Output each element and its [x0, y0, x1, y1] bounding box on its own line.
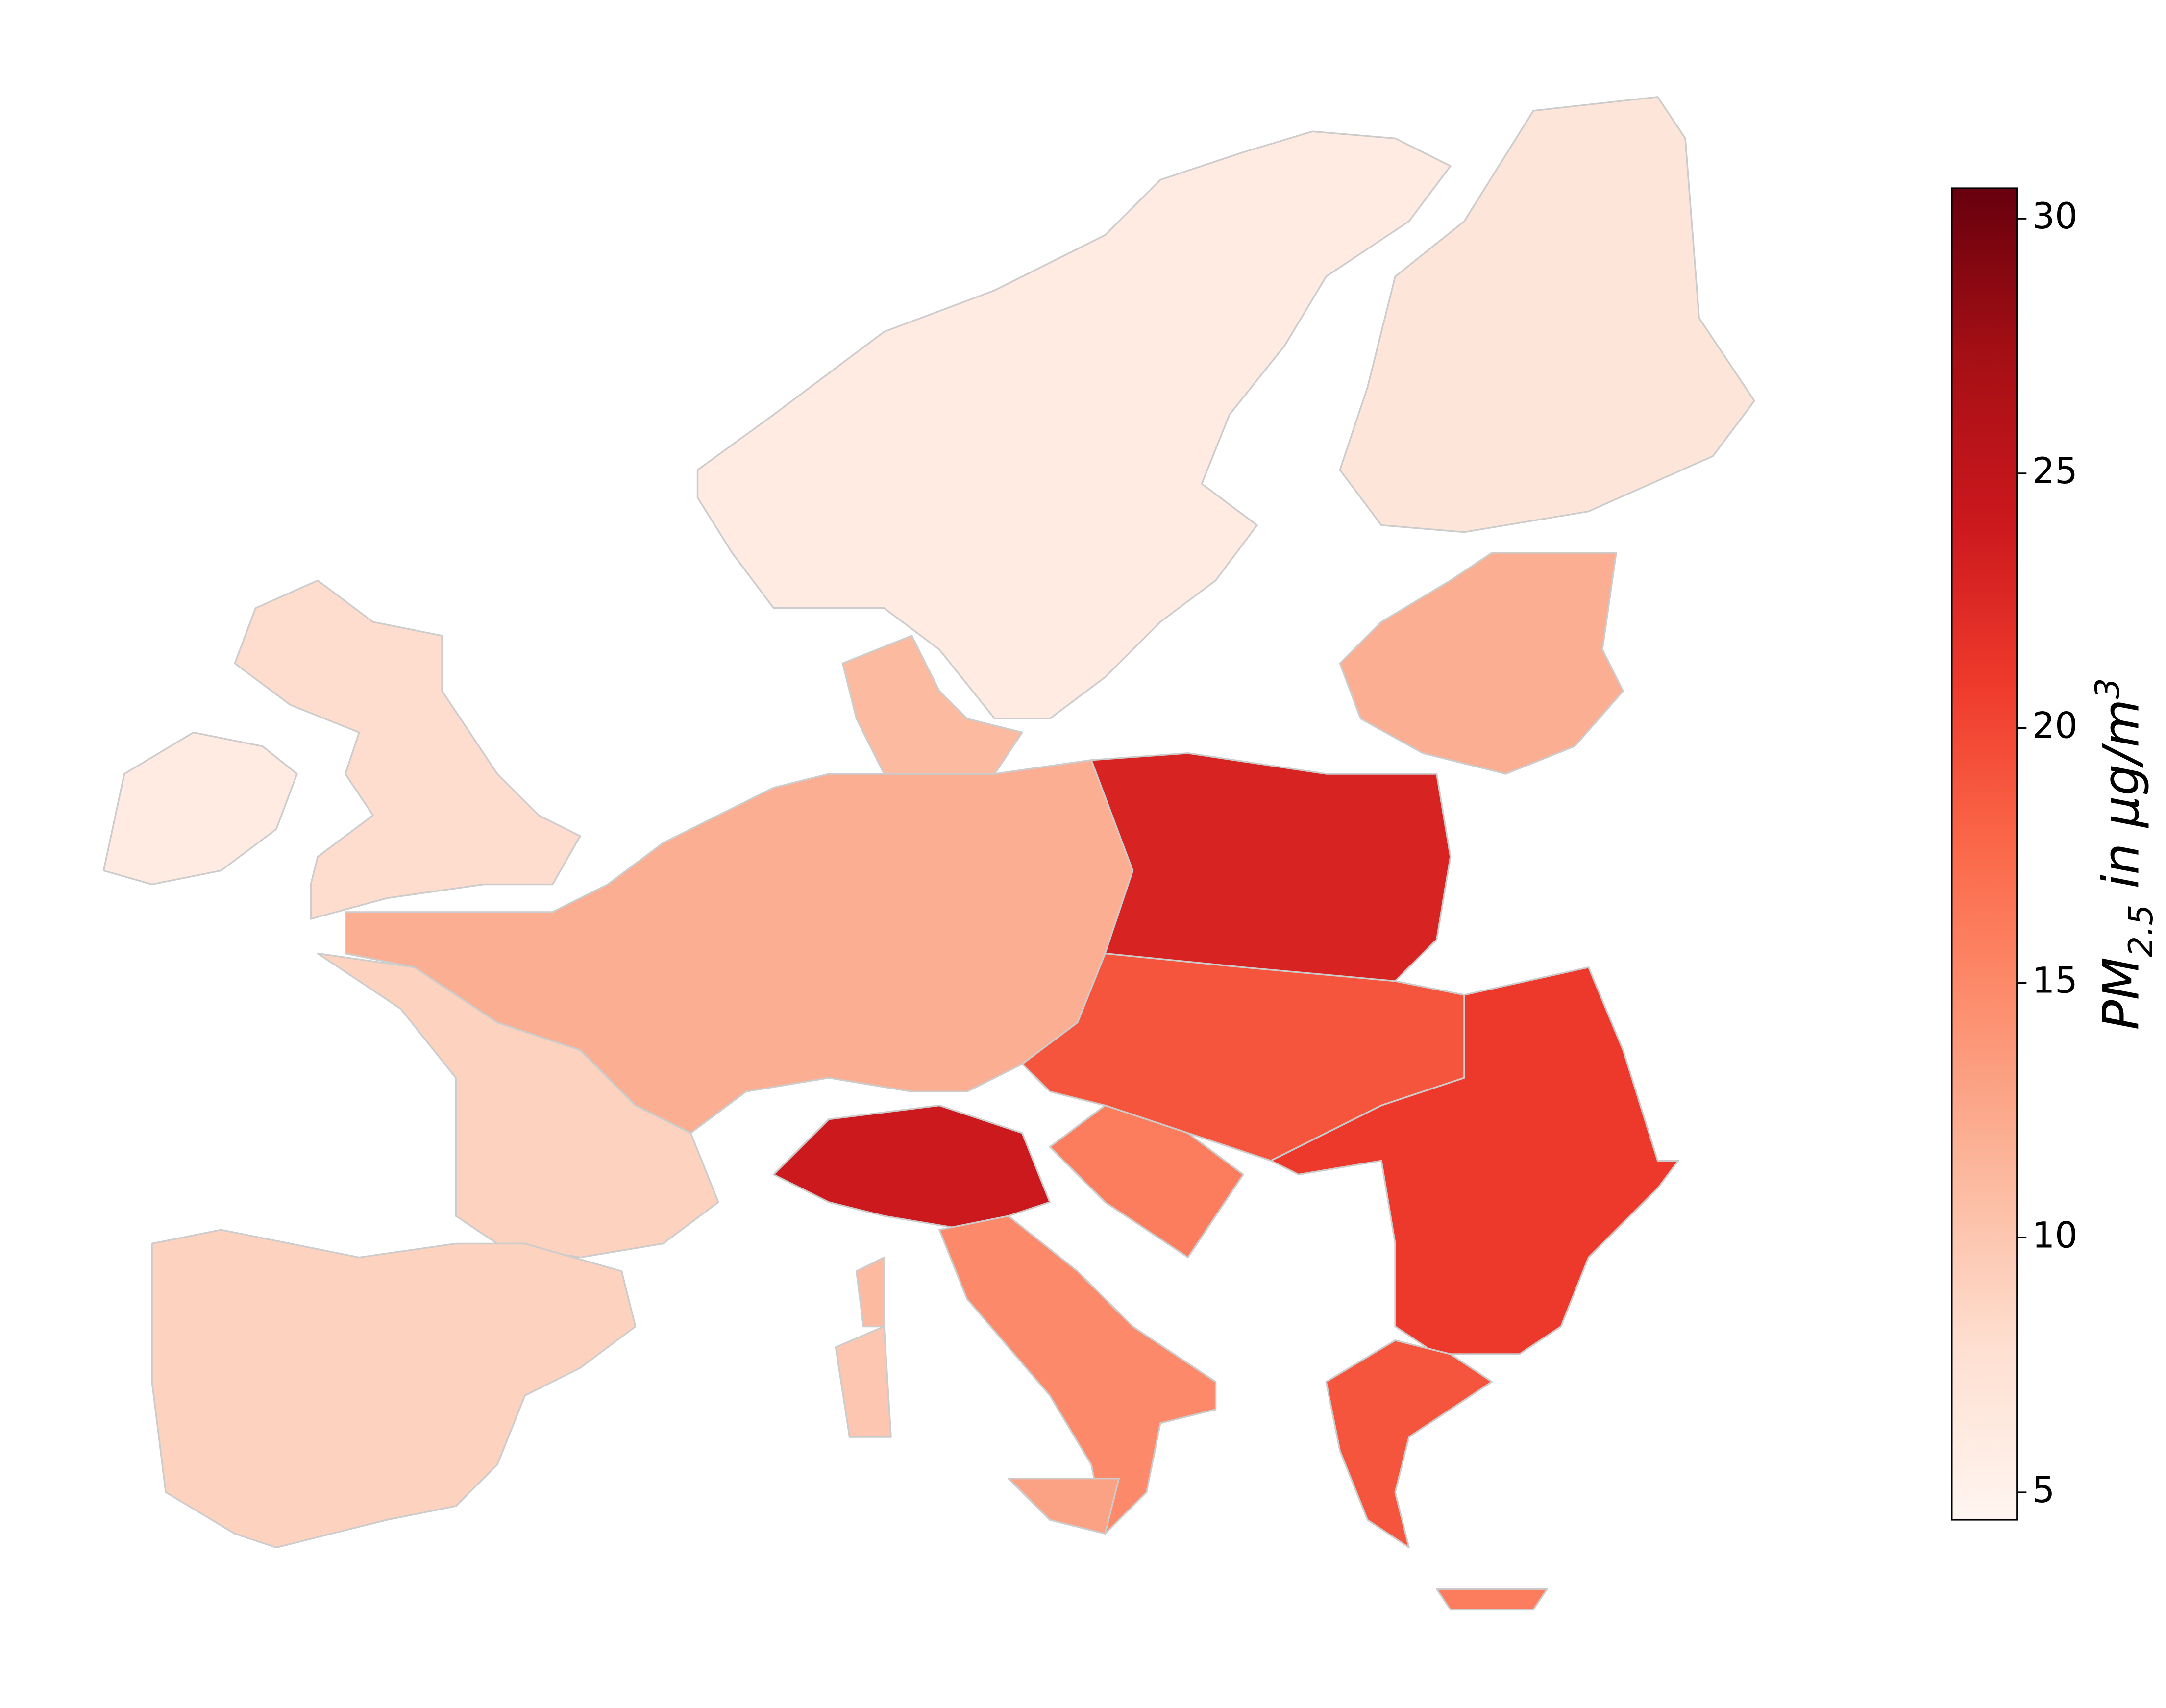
region	[856, 1256, 885, 1328]
label-base: PM	[2092, 957, 2150, 1030]
colorbar-tick-label: 25	[2032, 450, 2078, 492]
label-sub: 2.5	[2121, 904, 2160, 957]
colorbar-tick-label: 15	[2032, 960, 2078, 1002]
region	[1090, 752, 1452, 982]
colorbar-tick-label: 30	[2032, 196, 2078, 237]
colorbar	[1951, 187, 2018, 1521]
label-mid: in µg/m	[2092, 699, 2150, 904]
region	[234, 579, 581, 920]
region	[841, 635, 1023, 775]
colorbar-tick-label: 20	[2032, 705, 2078, 747]
colorbar-label: PM2.5 in µg/m3	[2088, 678, 2160, 1030]
region	[1339, 552, 1624, 775]
region	[1049, 1104, 1244, 1259]
region	[1325, 1339, 1493, 1549]
label-sup: 3	[2088, 678, 2127, 699]
region	[1270, 966, 1679, 1355]
colorbar-tick-label: 10	[2032, 1214, 2078, 1256]
map	[102, 96, 1755, 1611]
region	[1008, 1477, 1120, 1535]
region	[772, 1104, 1051, 1231]
region	[317, 952, 719, 1259]
region	[1435, 1588, 1548, 1611]
region	[938, 1215, 1217, 1535]
region	[835, 1325, 892, 1438]
region	[102, 731, 298, 886]
region	[696, 130, 1452, 719]
region	[1339, 96, 1755, 533]
region	[151, 1229, 637, 1549]
colorbar-tick-label: 5	[2032, 1469, 2055, 1511]
